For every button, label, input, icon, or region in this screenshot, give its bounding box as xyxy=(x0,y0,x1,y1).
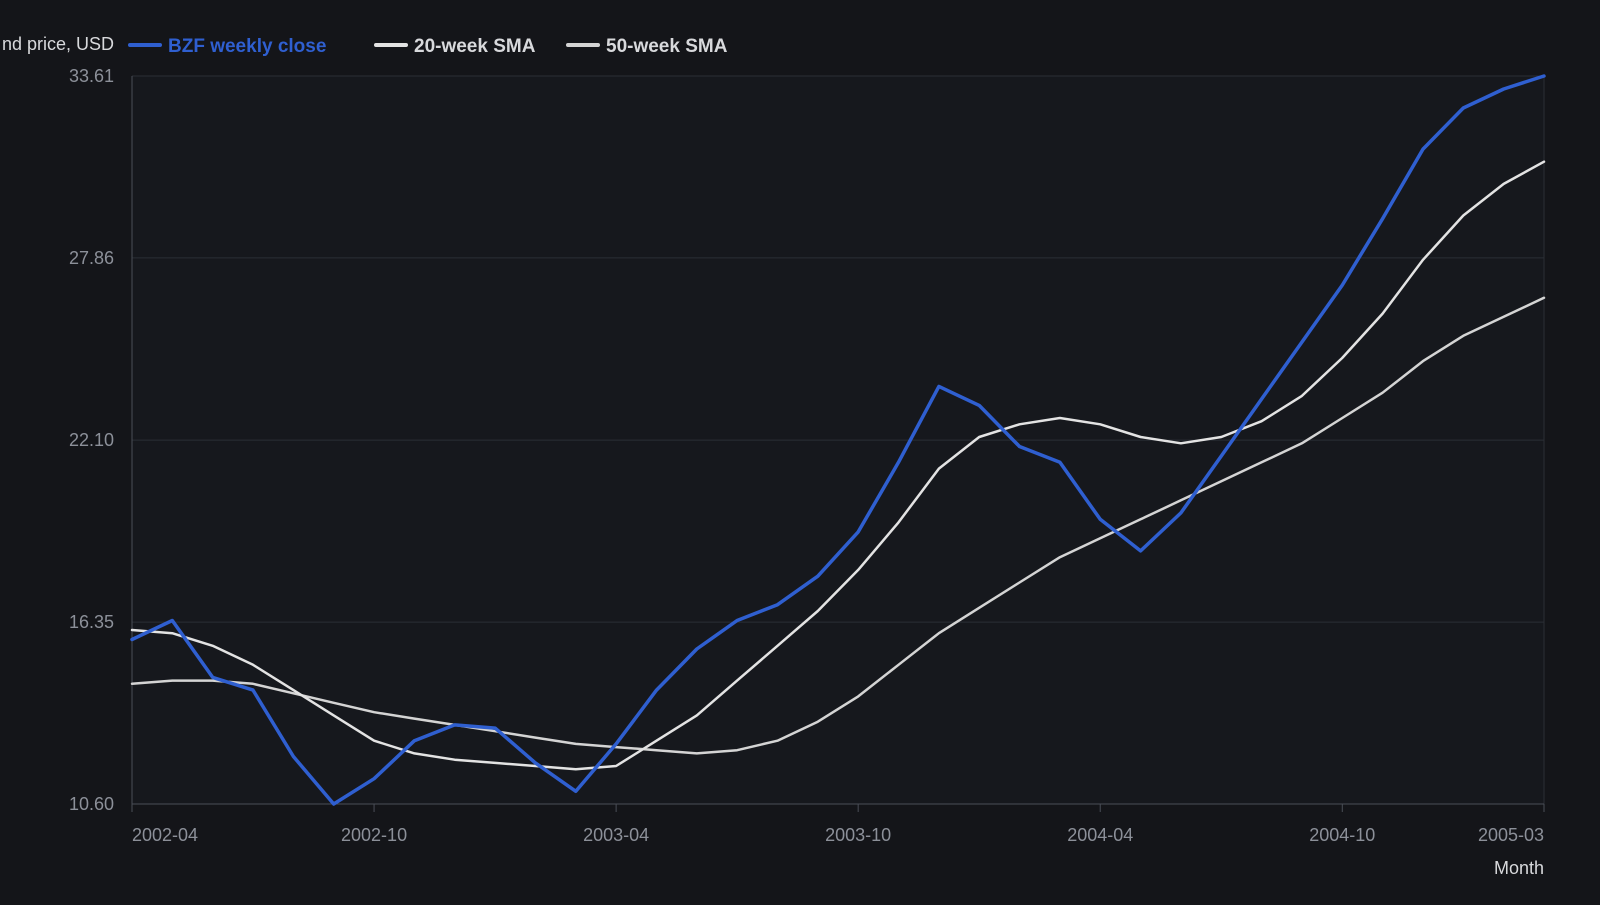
y-tick-label: 27.86 xyxy=(69,248,114,268)
legend-item: 20-week SMA xyxy=(374,36,536,57)
legend-label: 20-week SMA xyxy=(414,36,536,57)
legend-label: 50-week SMA xyxy=(606,36,728,57)
y-tick-label: 22.10 xyxy=(69,430,114,450)
legend-item: 50-week SMA xyxy=(566,36,728,57)
legend: BZF weekly close 20-week SMA 50-week SMA xyxy=(128,36,728,57)
x-tick-label: 2003-04 xyxy=(583,825,649,845)
x-tick-label: 2004-04 xyxy=(1067,825,1133,845)
y-tick-label: 10.60 xyxy=(69,794,114,814)
x-axis-ticks: 2002-04 2002-10 2003-04 2003-10 2004-04 2004-… xyxy=(131,804,1545,845)
x-axis-label: Month xyxy=(1494,858,1544,878)
series-line-50-week-sma xyxy=(130,296,1546,755)
x-tick-label: 2002-04 xyxy=(132,825,198,845)
series-layer xyxy=(130,74,1546,806)
y-tick-label: 16.35 xyxy=(69,612,114,632)
series-line-bzf-weekly-close xyxy=(130,74,1546,806)
x-tick-label: 2005-03 xyxy=(1478,825,1544,845)
y-axis-label: nd price, USD xyxy=(2,34,114,54)
legend-item: BZF weekly close xyxy=(128,36,326,57)
x-tick-label: 2003-10 xyxy=(825,825,891,845)
legend-label: BZF weekly close xyxy=(168,36,326,57)
y-axis-ticks: 10.60 16.35 22.10 27.86 33.61 xyxy=(69,66,114,814)
x-tick-label: 2002-10 xyxy=(341,825,407,845)
y-tick-label: 33.61 xyxy=(69,66,114,86)
series-line-20-week-sma xyxy=(130,160,1546,771)
x-tick-label: 2004-10 xyxy=(1309,825,1375,845)
